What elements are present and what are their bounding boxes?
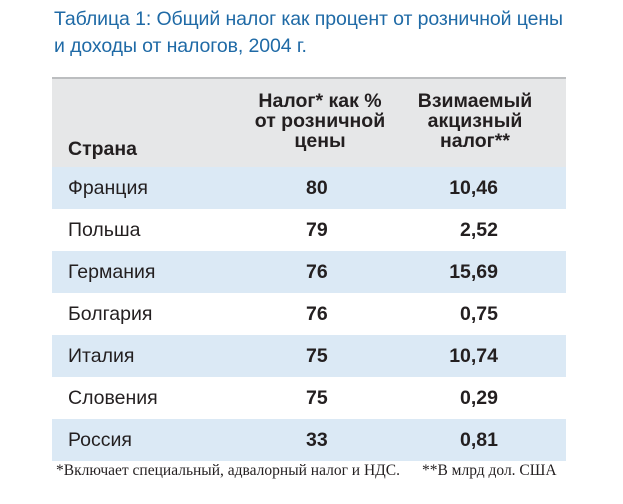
cell-excise: 15,69 — [449, 261, 498, 283]
cell-tax-share: 80 — [306, 177, 328, 199]
table-caption: Таблица 1: Общий налог как процент от ро… — [54, 6, 614, 60]
cell-country: Болгария — [68, 303, 153, 325]
table-row: Словения 75 0,29 — [52, 377, 566, 419]
header-excise: Взимаемый акцизный налог** — [400, 91, 550, 151]
table-row: Германия 76 15,69 — [52, 251, 566, 293]
tax-table: Страна Налог* как % от розничной цены Вз… — [52, 77, 566, 461]
cell-excise: 0,29 — [460, 387, 498, 409]
cell-country: Германия — [68, 261, 156, 283]
cell-country: Италия — [68, 345, 135, 367]
cell-country: Франция — [68, 177, 148, 199]
header-excise-line-2: акцизный — [427, 110, 523, 132]
table-row: Болгария 76 0,75 — [52, 293, 566, 335]
cell-excise: 10,74 — [449, 345, 498, 367]
cell-excise: 2,52 — [460, 219, 498, 241]
table-row: Польша 79 2,52 — [52, 209, 566, 251]
header-excise-line-1: Взимаемый — [417, 90, 533, 112]
header-excise-line-3: налог** — [440, 130, 510, 152]
header-tax-share-line-3: цены — [294, 130, 346, 152]
table-footnotes: *Включает специальный, адвалорный налог … — [56, 462, 616, 480]
caption-line-1: Таблица 1: Общий налог как процент от ро… — [54, 8, 563, 30]
cell-excise: 10,46 — [449, 177, 498, 199]
cell-tax-share: 75 — [306, 345, 328, 367]
cell-excise: 0,75 — [460, 303, 498, 325]
cell-tax-share: 79 — [306, 219, 328, 241]
caption-line-2: и доходы от налогов, 2004 г. — [54, 35, 307, 57]
header-country: Страна — [68, 138, 138, 160]
header-tax-share-line-1: Налог* как % — [258, 90, 382, 112]
table-header: Страна Налог* как % от розничной цены Вз… — [52, 77, 566, 167]
cell-excise: 0,81 — [460, 429, 498, 451]
cell-tax-share: 75 — [306, 387, 328, 409]
header-tax-share: Налог* как % от розничной цены — [230, 91, 410, 151]
cell-tax-share: 33 — [306, 429, 328, 451]
footnote-tax-includes: *Включает специальный, адвалорный налог … — [56, 462, 400, 479]
cell-tax-share: 76 — [306, 303, 328, 325]
table-row: Франция 80 10,46 — [52, 167, 566, 209]
table-row: Россия 33 0,81 — [52, 419, 566, 461]
cell-country: Словения — [68, 387, 158, 409]
cell-country: Россия — [68, 429, 132, 451]
cell-tax-share: 76 — [306, 261, 328, 283]
footnote-units: **В млрд дол. США — [421, 462, 557, 479]
cell-country: Польша — [68, 219, 141, 241]
table-row: Италия 75 10,74 — [52, 335, 566, 377]
header-tax-share-line-2: от розничной — [254, 110, 386, 132]
